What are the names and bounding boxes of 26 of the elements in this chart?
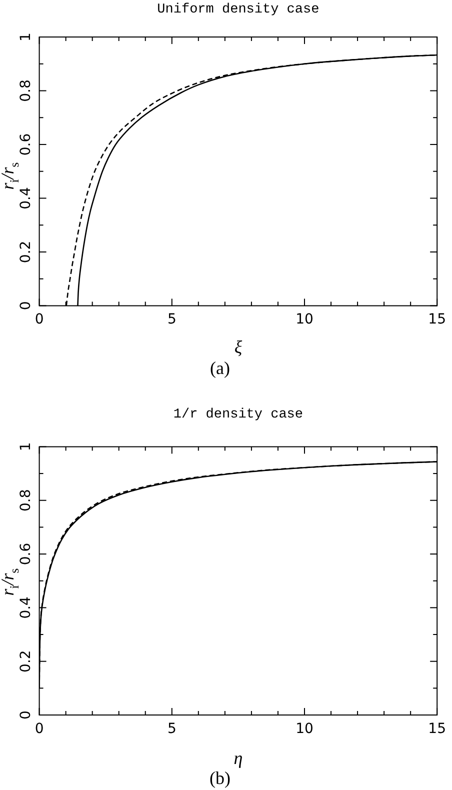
x-axis-title: η [234,748,243,768]
y-tick-label: 0.6 [18,542,34,566]
x-tick-label: 5 [167,312,176,328]
y-tick-label: 0.4 [18,186,34,210]
x-tick-label: 5 [167,721,176,738]
y-tick-label: 1 [18,442,34,452]
y-tick-label: 0 [18,710,34,720]
y-tick-label: 0.2 [18,240,34,264]
x-tick-label: 10 [296,312,314,328]
text: (a) [210,358,230,378]
x-tick-label: 15 [428,312,446,328]
y-tick-label: 0.4 [18,596,34,619]
y-tick-label: 0 [18,301,34,310]
y-tick-label: 0.6 [18,133,34,156]
x-tick-label: 10 [296,721,314,738]
y-tick-label: 0.2 [18,650,34,672]
x-axis-title: ξ [234,336,242,357]
x-tick-label: 0 [34,312,44,328]
chart-title: 1/r density case [173,408,304,423]
x-tick-label: 0 [34,721,44,738]
text: (b) [210,768,230,788]
chart-title: Uniform density case [157,2,320,18]
y-tick-label: 1 [18,32,34,42]
x-tick-label: 15 [428,721,446,738]
y-tick-label: 0.8 [18,489,34,512]
y-tick-label: 0.8 [18,80,34,102]
